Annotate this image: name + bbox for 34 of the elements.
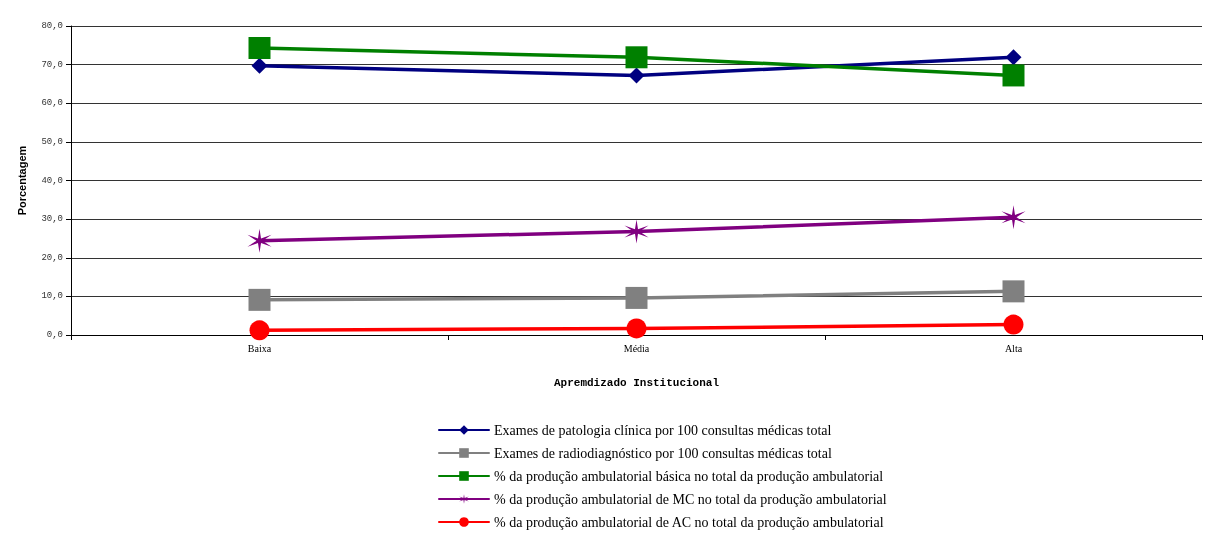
- point: [249, 320, 270, 341]
- point: [1001, 205, 1026, 230]
- y-tick-label: 70,0: [41, 59, 63, 70]
- point: [1002, 64, 1025, 87]
- y-tick-label: 50,0: [41, 136, 63, 147]
- point: [248, 37, 271, 60]
- point: [1003, 314, 1024, 335]
- x-tick-label: Média: [623, 342, 650, 354]
- point: [251, 57, 268, 74]
- y-tick-label: 40,0: [41, 175, 63, 186]
- legend-label: % da produção ambulatorial básica no total da produção ambulatorial: [494, 468, 884, 484]
- point: [624, 219, 649, 244]
- point: [248, 288, 271, 311]
- point: [628, 67, 645, 84]
- y-tick-label: 30,0: [41, 214, 63, 225]
- legend-label: Exames de radiodiagnóstico por 100 consultas médicas total: [494, 445, 832, 461]
- y-tick-label: 80,0: [41, 21, 63, 31]
- legend-label: % da produção ambulatorial de AC no total da produção ambulatorial: [494, 514, 884, 530]
- x-axis-title: Apremdizado Institucional: [553, 376, 720, 389]
- point: [247, 228, 272, 253]
- legend-label: % da produção ambulatorial de MC no total da produção ambulatorial: [494, 491, 887, 507]
- point: [625, 286, 648, 309]
- point: [1005, 49, 1022, 66]
- y-tick-label: 10,0: [41, 291, 63, 302]
- x-tick-label: Alta: [1004, 342, 1023, 354]
- point: [626, 318, 647, 339]
- point: [1002, 280, 1025, 303]
- x-tick-label: Baixa: [247, 342, 272, 354]
- y-tick-label: 0,0: [46, 330, 63, 340]
- y-axis-title: Porcentagem: [15, 145, 28, 216]
- y-tick-label: 60,0: [41, 98, 63, 109]
- legend-label: Exames de patologia clínica por 100 consultas médicas total: [494, 422, 832, 438]
- y-tick-label: 20,0: [41, 252, 63, 263]
- point: [625, 46, 648, 69]
